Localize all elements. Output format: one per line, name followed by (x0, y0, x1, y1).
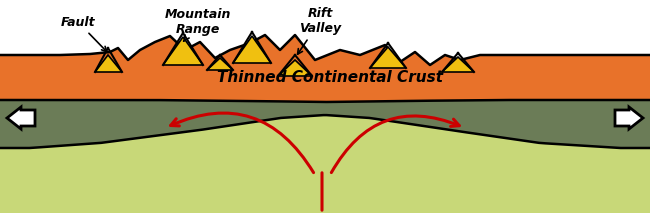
Polygon shape (95, 55, 122, 72)
Polygon shape (442, 57, 474, 72)
FancyArrow shape (615, 107, 643, 129)
Polygon shape (0, 115, 650, 213)
Polygon shape (0, 35, 650, 102)
Text: Thinned Continental Crust: Thinned Continental Crust (217, 71, 443, 85)
Polygon shape (163, 37, 203, 65)
Polygon shape (370, 47, 406, 68)
Text: Mountain
Range: Mountain Range (165, 8, 231, 41)
Text: Rift
Valley: Rift Valley (298, 7, 341, 54)
Polygon shape (278, 60, 312, 76)
Polygon shape (207, 58, 233, 70)
Polygon shape (0, 100, 650, 148)
FancyArrow shape (7, 107, 35, 129)
Polygon shape (233, 36, 271, 63)
Text: Fault: Fault (60, 16, 107, 52)
